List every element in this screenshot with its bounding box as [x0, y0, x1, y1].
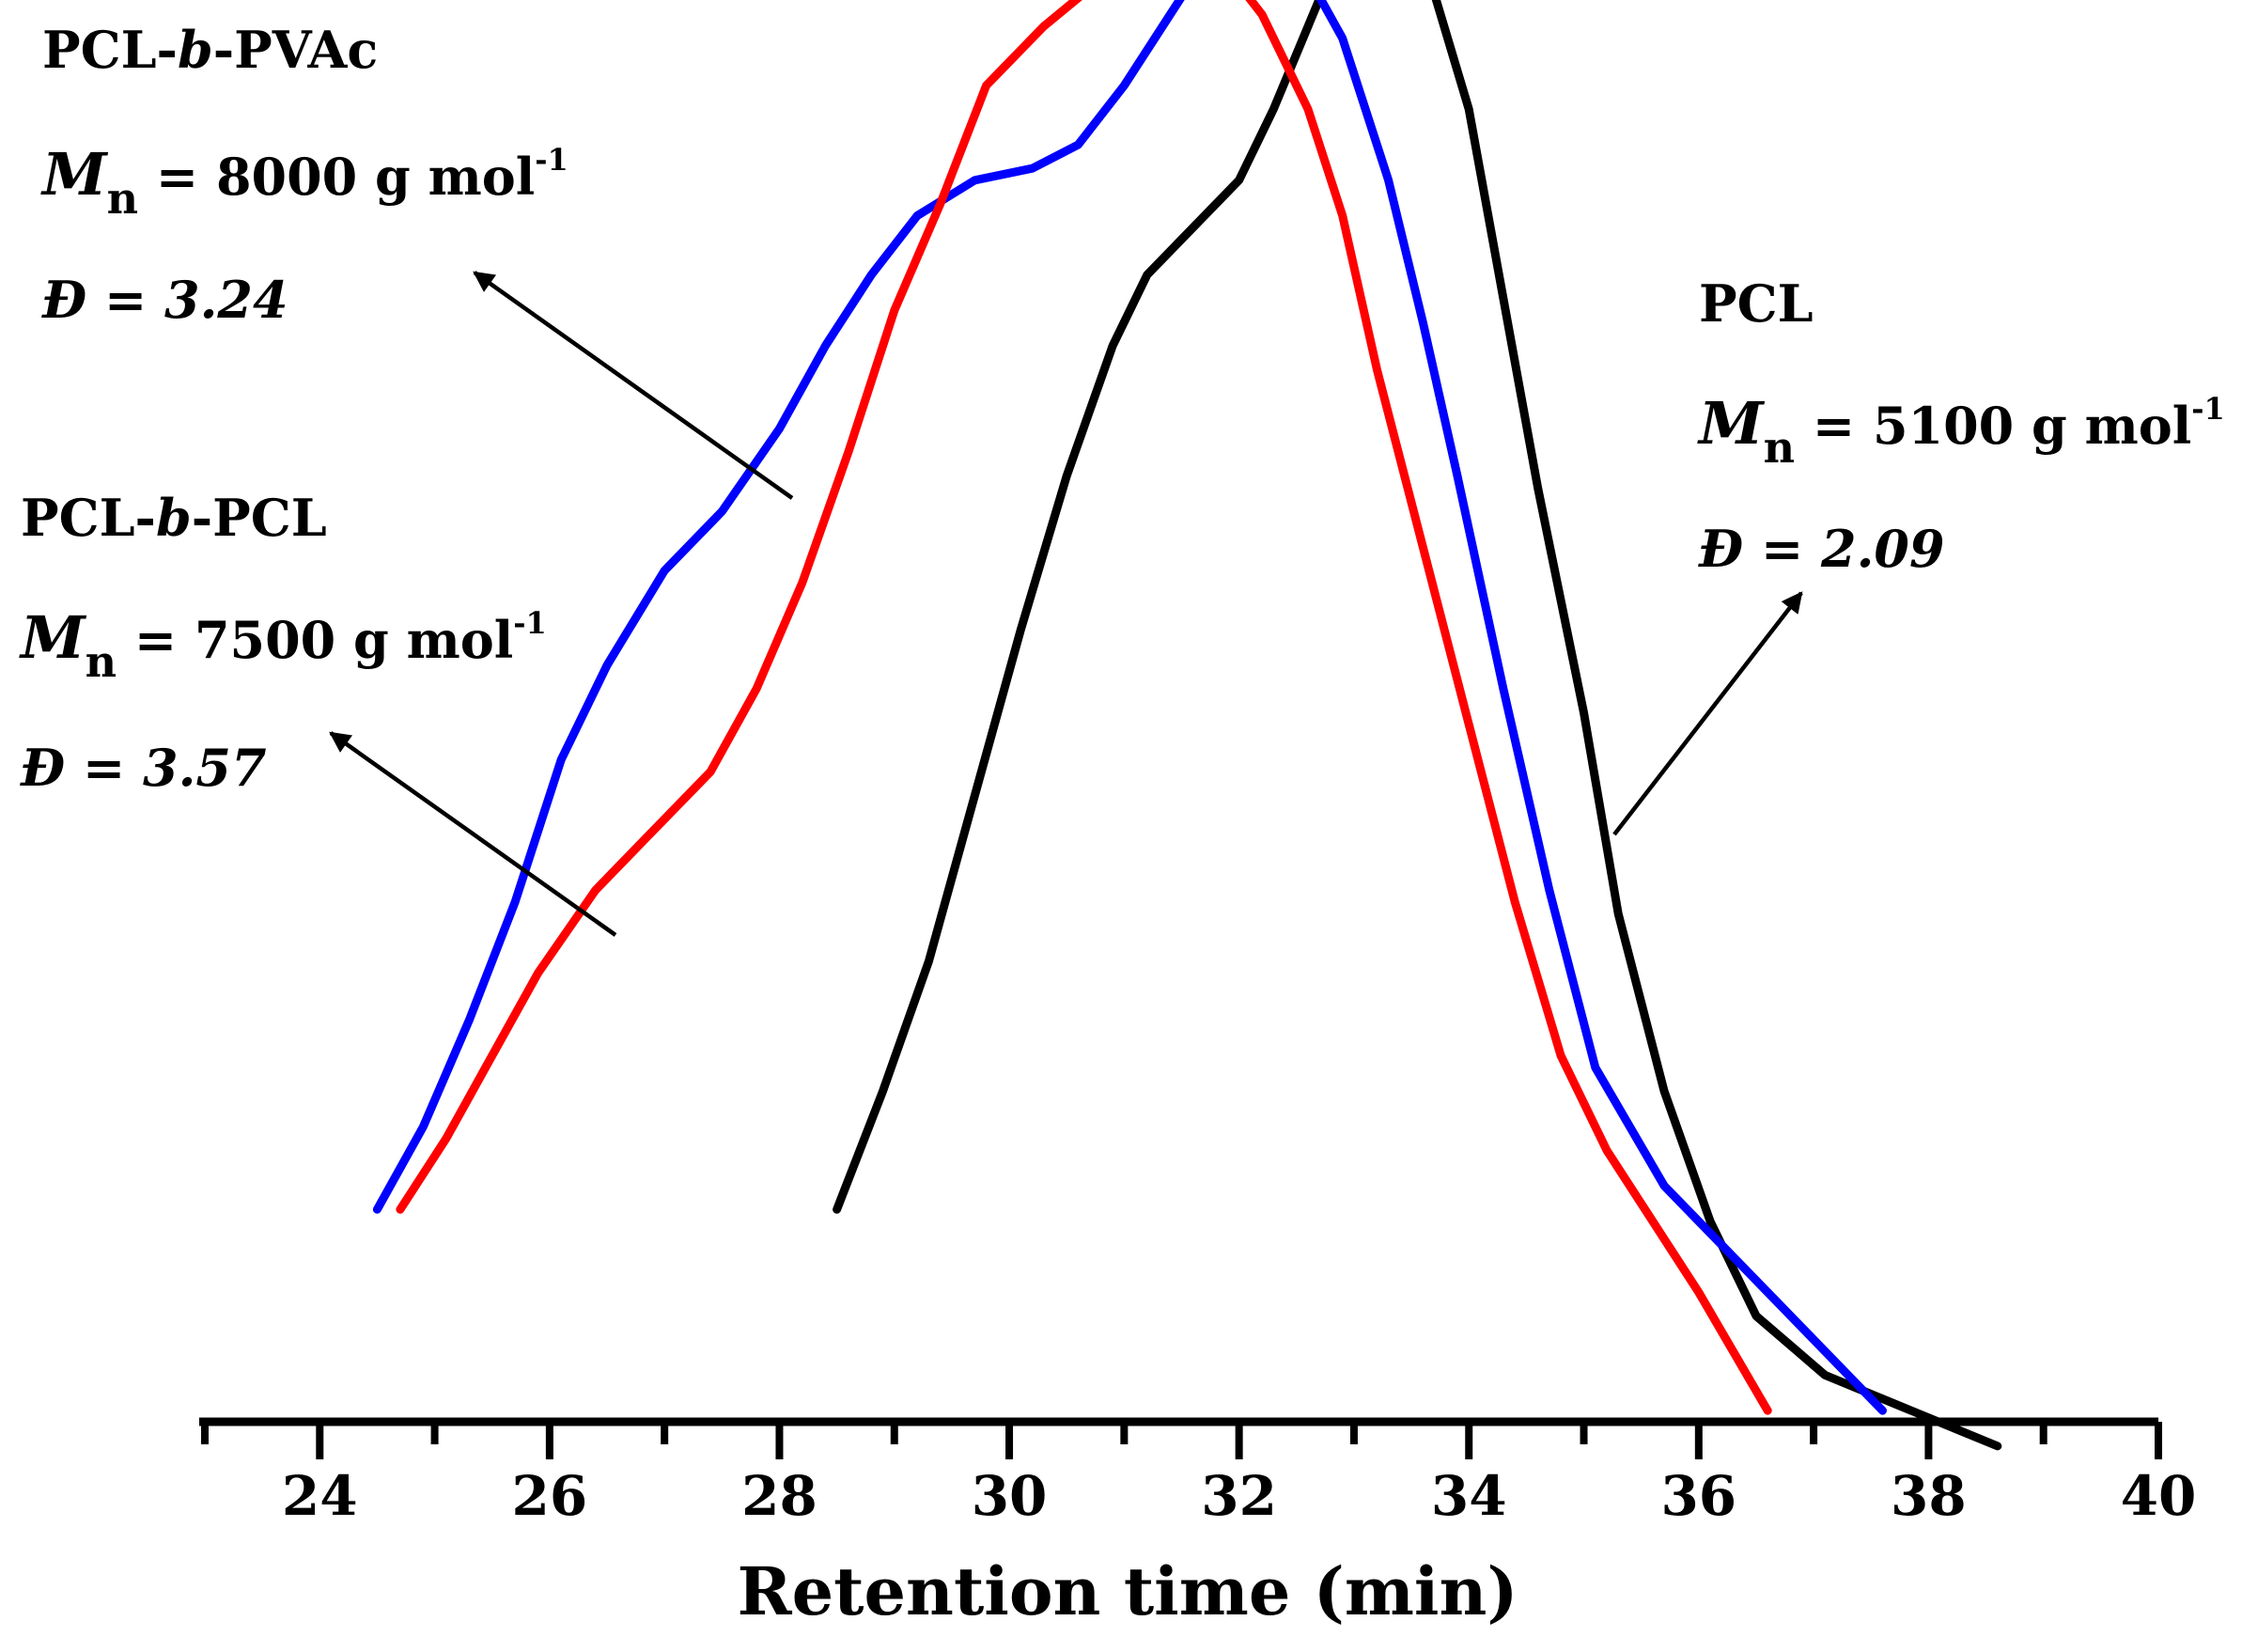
- annotation-pcl-title: PCL: [1699, 273, 1814, 334]
- x-tick-label: 28: [741, 1464, 817, 1528]
- x-tick-label: 38: [1891, 1464, 1967, 1528]
- series-line-pcl: [833, 0, 2002, 1451]
- arrow-pcl: [1612, 591, 1803, 836]
- series-line-pcl-b-pcl: [396, 0, 1772, 1415]
- annotation-pvac-title: PCL-b-PVAc: [42, 20, 378, 80]
- annotation-pvac-dispersity: Đ = 3.24: [41, 270, 288, 330]
- annotation-pclpcl-title: PCL-b-PCL: [21, 488, 327, 548]
- arrow-pcl-b-pvac: [473, 271, 794, 500]
- x-tick-label: 26: [512, 1464, 588, 1528]
- x-tick-label: 34: [1431, 1464, 1507, 1528]
- x-axis-ticks: [201, 1422, 2162, 1459]
- x-tick-label: 30: [972, 1464, 1048, 1528]
- annotation-pcl-b-pvac: PCL-b-PVAc Mn = 8000 g mol-1 Đ = 3.24: [40, 20, 568, 330]
- x-axis-title: Retention time (min): [737, 1552, 1518, 1630]
- arrow-pcl-b-pcl: [329, 731, 617, 937]
- annotation-pvac-mn: Mn = 8000 g mol-1: [40, 140, 568, 224]
- x-tick-label: 32: [1201, 1464, 1277, 1528]
- series-line-pcl-b-pvac: [372, 0, 1887, 1415]
- annotation-pcl-b-pcl: PCL-b-PCL Mn = 7500 g mol-1 Đ = 3.57: [19, 488, 547, 798]
- x-tick-label: 36: [1660, 1464, 1736, 1528]
- annotation-pcl-mn: Mn = 5100 g mol-1: [1697, 389, 2225, 473]
- curve-group: [372, 0, 2002, 1451]
- x-tick-label: 40: [2121, 1464, 2197, 1528]
- annotation-pcl-dispersity: Đ = 2.09: [1698, 519, 1945, 579]
- x-tick-label: 24: [282, 1464, 358, 1528]
- x-axis-tick-labels: 24 26 28 30 32 34 36 38 40: [282, 1464, 2196, 1528]
- annotation-pcl: PCL Mn = 5100 g mol-1 Đ = 2.09: [1697, 273, 2225, 579]
- annotation-pclpcl-mn: Mn = 7500 g mol-1: [19, 603, 547, 687]
- annotation-pclpcl-dispersity: Đ = 3.57: [20, 738, 267, 798]
